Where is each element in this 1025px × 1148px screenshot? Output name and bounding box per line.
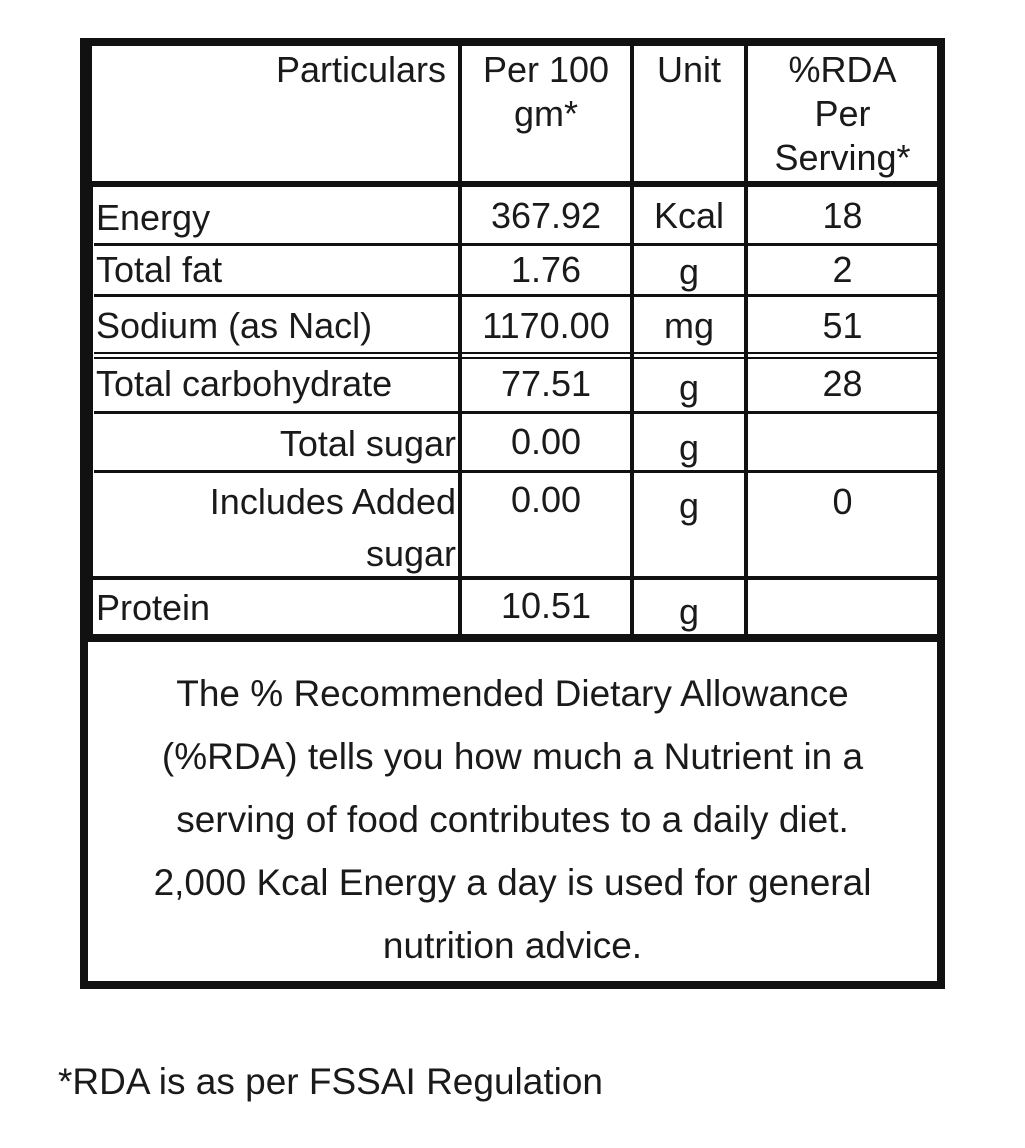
note-line-5: nutrition advice. xyxy=(382,925,643,966)
col-divider-1 xyxy=(458,46,462,636)
outer-border-bottom xyxy=(80,981,945,989)
row-value-total-sugar: 0.00 xyxy=(510,421,582,462)
row-value-sodium: 1170.00 xyxy=(482,305,610,346)
rule-under-added-sugar xyxy=(80,576,937,580)
col-divider-2 xyxy=(630,46,634,636)
row-unit-total-sugar: g xyxy=(678,427,700,468)
col-divider-3 xyxy=(744,46,748,636)
rule-under-protein xyxy=(80,634,945,642)
header-unit: Unit xyxy=(656,49,722,90)
row-name-total-sugar: Total sugar xyxy=(279,423,456,464)
row-name-added-sugar-line1: Includes Added xyxy=(209,481,456,522)
row-unit-sodium: mg xyxy=(663,305,714,346)
row-name-energy: Energy xyxy=(96,197,211,238)
rule-under-carb xyxy=(94,411,937,414)
row-unit-total-carbohydrate: g xyxy=(678,367,700,408)
row-unit-added-sugar: g xyxy=(678,485,700,526)
header-rda-line3: Serving* xyxy=(774,137,911,178)
row-name-total-fat: Total fat xyxy=(96,249,223,290)
rule-under-header xyxy=(80,181,945,187)
rule-under-sugar xyxy=(94,470,937,473)
outer-border-right xyxy=(937,38,945,989)
row-value-protein: 10.51 xyxy=(500,585,592,626)
note-line-3: serving of food contributes to a daily d… xyxy=(176,799,849,840)
row-name-sodium: Sodium (as Nacl) xyxy=(96,305,373,346)
header-per100-line2: gm* xyxy=(513,93,579,134)
header-inner-left xyxy=(88,46,92,184)
note-line-4: 2,000 Kcal Energy a day is used for gene… xyxy=(153,862,872,903)
outer-border-left xyxy=(80,38,88,989)
rda-explanation-note: The % Recommended Dietary Allowance (%RD… xyxy=(90,662,935,977)
rule-under-energy xyxy=(94,243,937,246)
rule-under-fat xyxy=(94,294,937,297)
header-rda-line2: Per xyxy=(814,93,871,134)
row-unit-energy: Kcal xyxy=(653,195,725,236)
row-unit-protein: g xyxy=(678,591,700,632)
row-rda-added-sugar: 0 xyxy=(832,481,853,522)
header-per100-line1: Per 100 xyxy=(482,49,610,90)
row-rda-energy: 18 xyxy=(822,195,863,236)
header-particulars: Particulars xyxy=(275,49,446,90)
rule-under-sodium-a xyxy=(94,352,937,354)
row-rda-total-fat: 2 xyxy=(832,249,853,290)
row-value-energy: 367.92 xyxy=(490,195,602,236)
rule-under-sodium-b xyxy=(94,357,937,359)
row-unit-total-fat: g xyxy=(678,251,700,292)
row-name-protein: Protein xyxy=(96,587,211,628)
row-value-added-sugar: 0.00 xyxy=(510,479,582,520)
note-line-1: The % Recommended Dietary Allowance xyxy=(176,673,849,714)
footnote: *RDA is as per FSSAI Regulation xyxy=(58,1061,603,1102)
row-name-total-carbohydrate: Total carbohydrate xyxy=(96,363,393,404)
outer-border-top xyxy=(80,38,945,46)
note-line-2: (%RDA) tells you how much a Nutrient in … xyxy=(161,736,864,777)
row-value-total-carbohydrate: 77.51 xyxy=(500,363,592,404)
row-value-total-fat: 1.76 xyxy=(510,249,582,290)
nutrition-panel: Particulars Per 100 gm* Unit %RDA Per Se… xyxy=(80,38,945,989)
row-rda-total-carbohydrate: 28 xyxy=(822,363,863,404)
row-name-added-sugar-line2: sugar xyxy=(365,533,456,574)
header-rda-line1: %RDA xyxy=(788,49,897,90)
rows-inner-left xyxy=(88,184,93,634)
row-rda-sodium: 51 xyxy=(822,305,863,346)
